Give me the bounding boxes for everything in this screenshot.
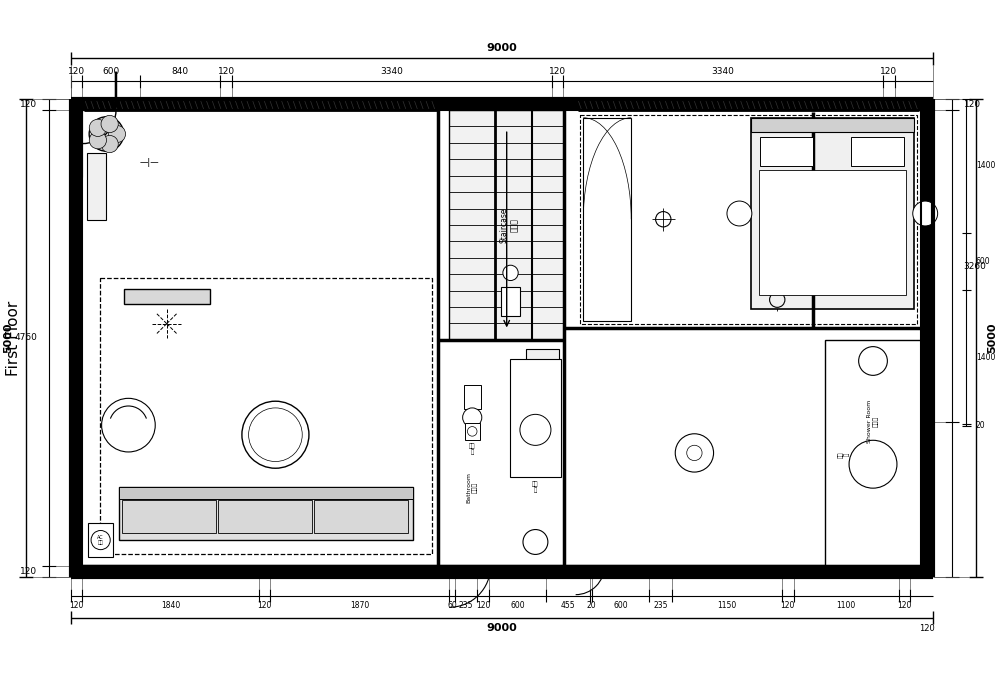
Text: 1840: 1840 — [161, 601, 180, 610]
Bar — [583, 118, 631, 320]
Bar — [217, 500, 312, 533]
Text: 1100: 1100 — [837, 601, 856, 610]
Bar — [119, 487, 413, 499]
Bar — [121, 500, 215, 533]
Text: 120: 120 — [781, 601, 795, 610]
Text: 840: 840 — [171, 68, 188, 76]
Text: Bedroom
卧室: Bedroom 卧室 — [604, 200, 623, 239]
Bar — [825, 340, 922, 566]
Circle shape — [89, 132, 106, 149]
Text: Staircase
楼梯间: Staircase 楼梯间 — [500, 208, 519, 243]
Bar — [71, 99, 933, 577]
Bar — [99, 278, 432, 554]
Text: 120: 120 — [898, 601, 912, 610]
Bar — [123, 289, 209, 304]
Text: 9000: 9000 — [487, 43, 517, 53]
Text: 235: 235 — [653, 601, 668, 610]
Bar — [449, 110, 564, 340]
Text: 3260: 3260 — [964, 262, 986, 270]
Text: 600: 600 — [976, 257, 991, 266]
Text: 120: 120 — [880, 68, 898, 76]
Text: 120: 120 — [68, 68, 85, 76]
Circle shape — [859, 347, 888, 375]
Circle shape — [523, 529, 548, 554]
Circle shape — [89, 117, 123, 151]
Text: 1870: 1870 — [350, 601, 370, 610]
Text: 600: 600 — [510, 601, 525, 610]
Bar — [465, 423, 480, 439]
Bar — [82, 110, 922, 566]
Circle shape — [101, 398, 155, 452]
Text: AC
空调: AC 空调 — [97, 535, 104, 546]
Bar — [119, 487, 413, 540]
Text: 60: 60 — [447, 601, 457, 610]
Circle shape — [675, 434, 713, 472]
Text: 4760: 4760 — [15, 333, 37, 343]
Bar — [464, 385, 481, 409]
Bar — [87, 153, 106, 220]
Circle shape — [101, 116, 118, 132]
Circle shape — [108, 125, 125, 143]
Circle shape — [101, 135, 118, 153]
Text: 20: 20 — [976, 420, 986, 430]
Text: —|—: —|— — [139, 158, 159, 167]
Text: First Floor: First Floor — [6, 300, 21, 376]
Text: 455: 455 — [561, 601, 575, 610]
Bar — [314, 500, 408, 533]
Text: 卫生
回: 卫生 回 — [469, 443, 476, 455]
Text: 9000: 9000 — [487, 623, 517, 633]
Text: Shower Room
淋浴间: Shower Room 淋浴间 — [868, 400, 879, 443]
Bar — [510, 359, 561, 477]
Text: 235: 235 — [459, 601, 474, 610]
Text: Living
Room
客厅: Living Room 客厅 — [266, 414, 296, 437]
Text: 120: 120 — [69, 601, 84, 610]
Circle shape — [727, 201, 752, 226]
Circle shape — [89, 119, 106, 137]
Text: 120: 120 — [20, 100, 37, 109]
Bar — [88, 523, 113, 557]
Text: 120: 120 — [217, 68, 234, 76]
Bar — [750, 118, 914, 132]
Circle shape — [91, 531, 110, 550]
Text: 3340: 3340 — [711, 68, 734, 76]
Circle shape — [913, 201, 938, 226]
Text: 3340: 3340 — [381, 68, 403, 76]
Bar — [759, 170, 906, 295]
Text: 5000: 5000 — [3, 322, 13, 354]
Text: 1150: 1150 — [717, 601, 736, 610]
Text: 5000: 5000 — [987, 322, 997, 354]
Text: 1400: 1400 — [976, 161, 995, 170]
Text: 卫生
回: 卫生 回 — [532, 481, 539, 493]
Text: 20: 20 — [586, 601, 596, 610]
Text: 120: 120 — [476, 601, 490, 610]
Text: 120: 120 — [549, 68, 566, 76]
Bar — [750, 118, 914, 309]
Text: 120: 120 — [20, 567, 37, 576]
Text: 120: 120 — [919, 624, 935, 633]
Circle shape — [463, 408, 482, 427]
Bar — [580, 115, 917, 324]
Text: 600: 600 — [613, 601, 628, 610]
Text: 1400: 1400 — [976, 353, 995, 362]
Bar — [501, 287, 520, 316]
Text: 淋浴
回: 淋浴 回 — [838, 452, 850, 458]
Text: Bathroom
卫生间: Bathroom 卫生间 — [467, 472, 478, 503]
Text: Bathroom
卫生间: Bathroom 卫生间 — [530, 443, 541, 474]
Text: 120: 120 — [964, 100, 981, 109]
Text: 120: 120 — [258, 601, 272, 610]
Circle shape — [241, 402, 309, 468]
Circle shape — [503, 265, 518, 281]
Bar — [761, 137, 814, 166]
Bar — [852, 137, 904, 166]
Text: 600: 600 — [102, 68, 120, 76]
Bar — [526, 349, 559, 407]
